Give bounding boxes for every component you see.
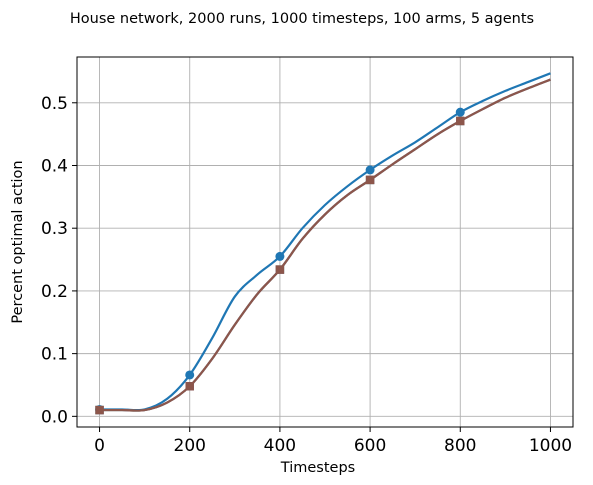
series-1-line <box>99 72 551 412</box>
y-axis-label: Percent optimal action <box>10 160 26 323</box>
series-4-point <box>185 382 194 391</box>
y-tick-label: 0.4 <box>41 156 68 176</box>
series-1-point <box>275 251 285 261</box>
x-tick-label: 400 <box>264 436 296 456</box>
x-tick-label: 1000 <box>529 436 572 456</box>
series-4-point <box>456 116 465 126</box>
series-1-point <box>185 370 195 380</box>
x-tick-label: 200 <box>174 436 206 456</box>
series-2-line <box>99 78 551 412</box>
series-4-point <box>95 405 104 415</box>
x-axis-label: Timesteps <box>280 460 355 476</box>
series-group <box>95 72 551 415</box>
x-tick-label: 800 <box>444 436 476 456</box>
tick-marks <box>72 102 551 432</box>
series-1-point <box>455 107 465 117</box>
x-tick-labels: 0 200 400 600 800 1000 <box>94 436 572 456</box>
x-tick-label: 600 <box>354 436 386 456</box>
plot-frame <box>76 56 574 428</box>
series-4-line <box>99 78 551 412</box>
x-tick-label: 0 <box>94 436 105 456</box>
y-tick-labels: 0.0 0.1 0.2 0.3 0.4 0.5 <box>41 94 68 428</box>
series-4-point <box>275 265 285 274</box>
series-3-line <box>99 78 551 412</box>
y-tick-label: 0.3 <box>41 219 68 239</box>
grid-lines <box>77 57 573 427</box>
series-1-point <box>365 165 375 175</box>
y-tick-label: 0.2 <box>41 282 68 302</box>
y-tick-label: 0.1 <box>41 345 68 365</box>
y-tick-label: 0.5 <box>41 94 68 114</box>
y-tick-label: 0.0 <box>41 407 68 427</box>
chart-title: House network, 2000 runs, 1000 timesteps… <box>70 11 534 27</box>
series-4-point <box>365 175 375 185</box>
